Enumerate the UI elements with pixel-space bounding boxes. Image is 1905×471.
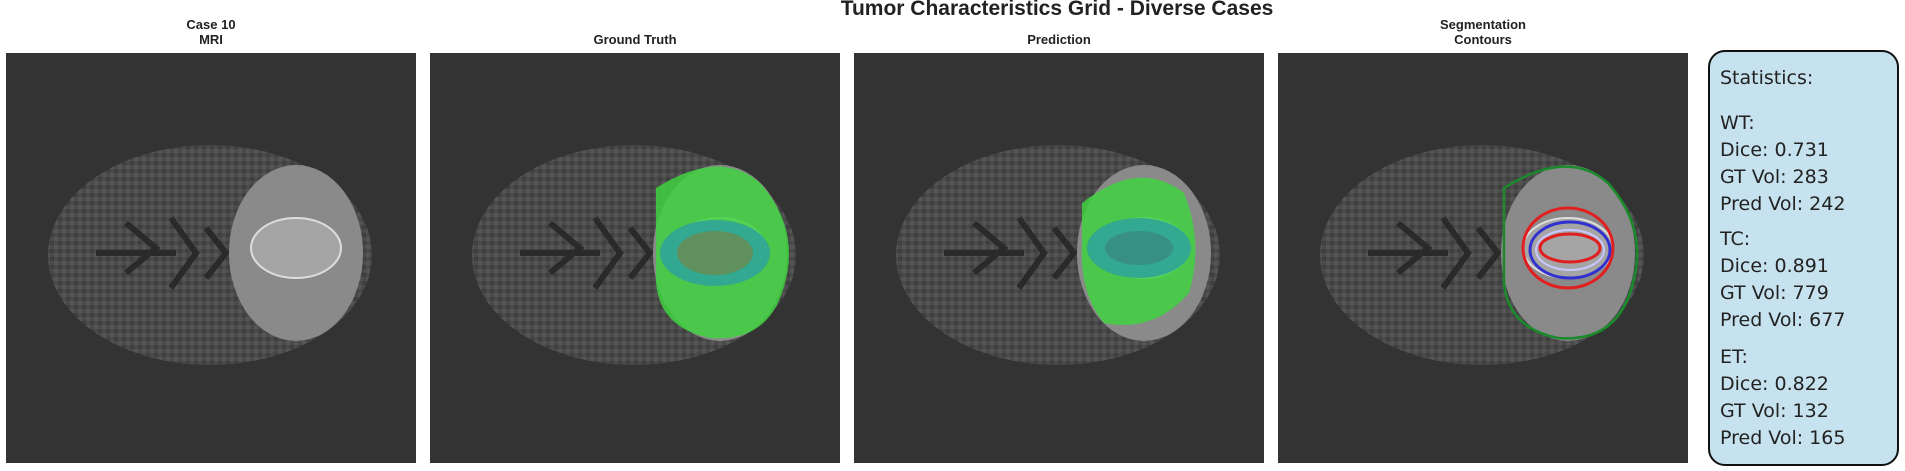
panel-title: MRI [199, 32, 223, 47]
statistics-group: ET: [1720, 346, 1748, 368]
statistics-line: GT Vol: 283 [1720, 166, 1829, 188]
statistics-line: Pred Vol: 242 [1720, 193, 1845, 215]
panel-title: Case 10 [186, 17, 235, 32]
statistics-heading: Statistics: [1720, 67, 1813, 89]
panel-prediction [854, 53, 1264, 463]
figure-title: Tumor Characteristics Grid - Diverse Cas… [841, 0, 1274, 20]
statistics-group: TC: [1719, 228, 1750, 250]
statistics-line: Dice: 0.822 [1720, 373, 1829, 395]
panel-title: Ground Truth [593, 32, 676, 47]
statistics-line: Pred Vol: 165 [1720, 427, 1845, 449]
panel-title: Prediction [1027, 32, 1091, 47]
panel-mri [6, 53, 416, 463]
statistics-line: GT Vol: 779 [1720, 282, 1829, 304]
panel-title: Contours [1454, 32, 1512, 47]
panel-ground-truth [430, 53, 840, 463]
statistics-line: GT Vol: 132 [1720, 400, 1829, 422]
statistics-box [1708, 50, 1899, 466]
statistics-line: Pred Vol: 677 [1720, 309, 1845, 331]
panel-title: Segmentation [1440, 17, 1526, 32]
statistics-group: WT: [1720, 112, 1755, 134]
statistics-line: Dice: 0.891 [1720, 255, 1829, 277]
panel-contours [1278, 53, 1688, 463]
statistics-line: Dice: 0.731 [1720, 139, 1829, 161]
